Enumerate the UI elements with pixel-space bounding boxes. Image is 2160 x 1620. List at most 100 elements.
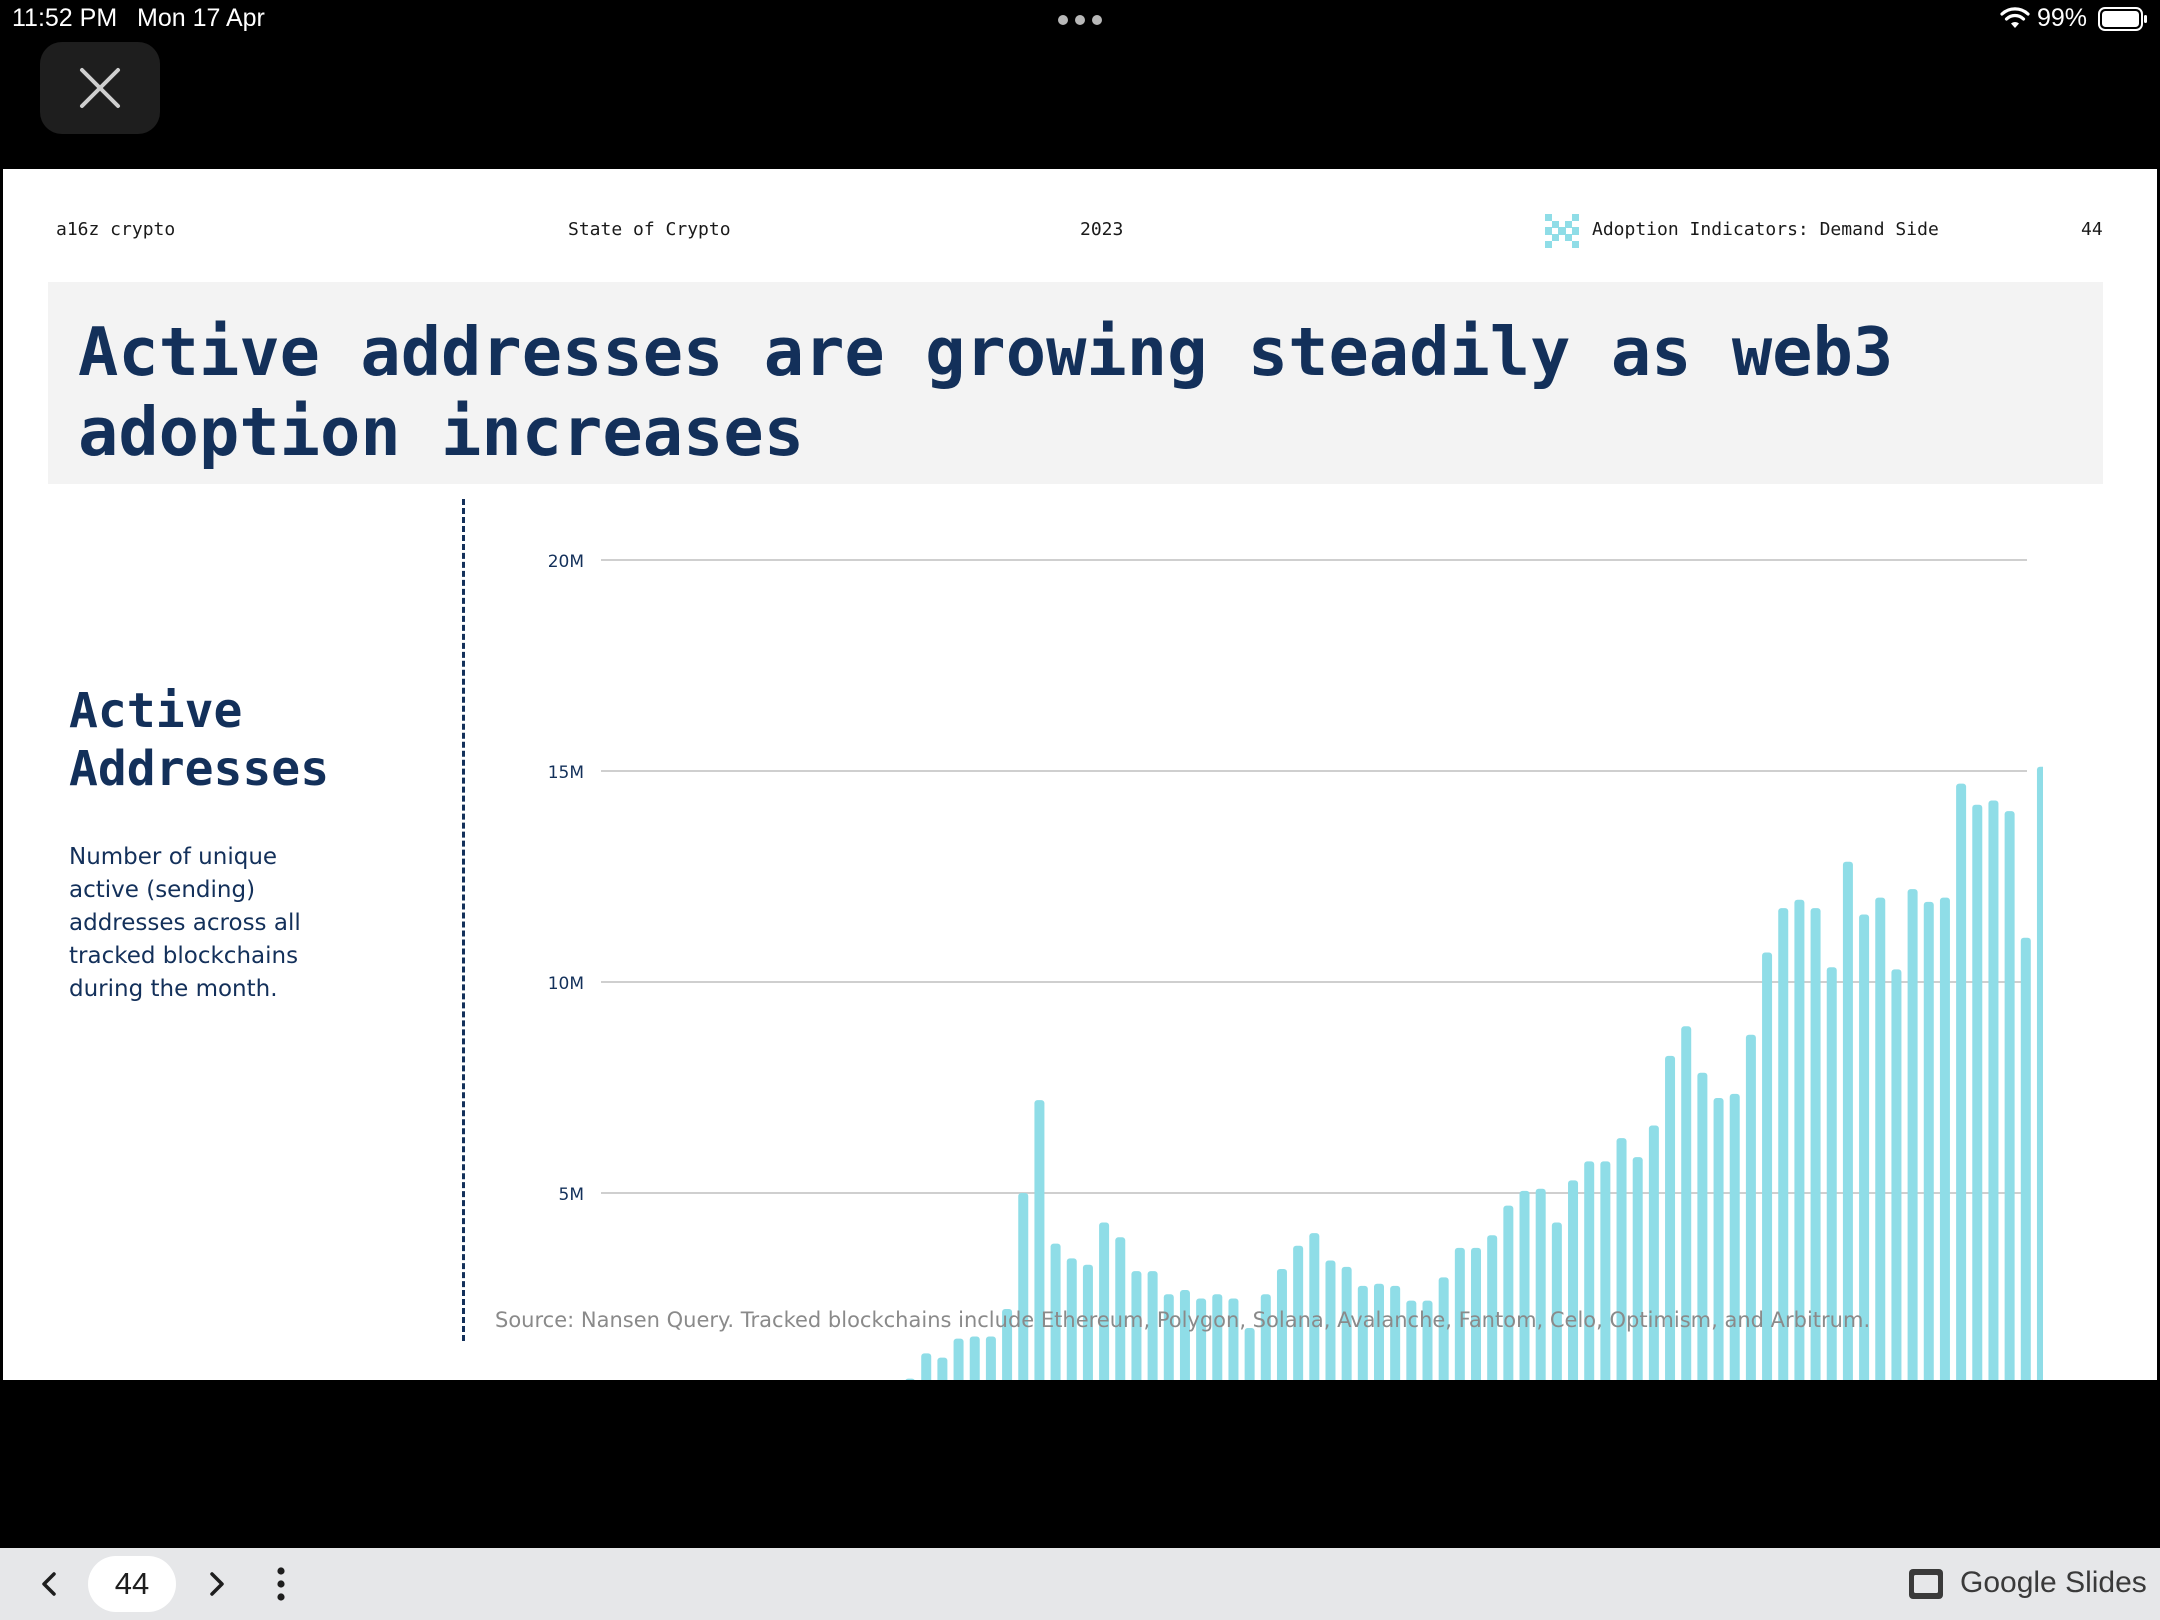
status-date: Mon 17 Apr [137,4,265,32]
previous-slide-button[interactable] [28,1562,72,1606]
bar [1373,1283,1384,1380]
bar [1535,1188,1546,1380]
a16z-logo-icon [1545,214,1579,248]
bar [1842,861,1853,1380]
bar [1939,897,1950,1380]
bar [1487,1235,1498,1380]
bar [1551,1222,1562,1380]
bar [1422,1300,1433,1380]
bar [1357,1285,1368,1380]
title-band: Active addresses are growing steadily as… [48,282,2103,484]
next-slide-button[interactable] [194,1562,238,1606]
bar [1972,804,1983,1380]
bar [2036,766,2043,1380]
bar [1002,1309,1013,1380]
bar [1454,1247,1465,1380]
bar [1050,1243,1061,1380]
side-description: Number of unique active (sending) addres… [69,844,301,1002]
battery-icon [2098,7,2147,31]
bar [1568,1180,1579,1380]
bar [969,1336,980,1380]
bar [1810,908,1821,1380]
bar [1438,1277,1449,1380]
header-section: Adoption Indicators: Demand Side [1592,219,1939,240]
bar [1196,1298,1207,1380]
bottom-toolbar: 44 Google Slides [0,1548,2160,1620]
bar [1988,800,1999,1380]
bar [2020,937,2031,1380]
bar [1859,914,1870,1380]
page-number-indicator[interactable]: 44 [88,1556,176,1612]
side-heading: Active Addresses [69,683,330,797]
app-name: Google Slides [1960,1566,2147,1599]
bar [1163,1294,1174,1380]
bar [1309,1233,1320,1380]
multitasking-dots-icon[interactable] [1058,15,1102,25]
dashed-divider [462,499,465,1341]
bar [1681,1026,1692,1380]
bar [1745,1034,1756,1380]
bar [1778,908,1789,1380]
bar [1034,1100,1045,1380]
y-tick-label: 5M [559,1185,584,1205]
bar [1293,1245,1304,1380]
bar [1471,1247,1482,1380]
close-icon [80,68,120,108]
status-time: 11:52 PM [12,4,118,32]
bar [1616,1138,1627,1380]
bar [1131,1271,1142,1380]
bar [1907,889,1918,1380]
bar [937,1357,948,1380]
y-tick-label: 20M [548,552,584,572]
bar [1923,901,1934,1380]
bar [1018,1193,1029,1380]
y-tick-label: 15M [548,763,584,783]
bar [1826,967,1837,1380]
bar [1341,1266,1352,1380]
bar [985,1336,996,1380]
bar [1875,897,1886,1380]
bar [1584,1161,1595,1380]
slide-canvas: a16z crypto State of Crypto 2023 Adoptio… [3,169,2157,1380]
bar [1406,1300,1417,1380]
bar [1179,1290,1190,1380]
bar [1212,1294,1223,1380]
bar [1956,783,1967,1380]
header-year: 2023 [1080,219,1124,240]
close-button[interactable] [40,42,160,134]
bar [1762,952,1773,1380]
bar [921,1353,932,1380]
bar [1729,1093,1740,1380]
bar [1519,1190,1530,1380]
bar [1390,1285,1401,1380]
bar [1503,1205,1514,1380]
y-tick-label: 10M [548,974,584,994]
bar [1665,1055,1676,1380]
bar [1244,1328,1255,1380]
bar [1115,1237,1126,1380]
header-report-name: State of Crypto [568,219,731,240]
bar [1713,1098,1724,1380]
bar [1891,969,1902,1380]
bar [905,1378,915,1380]
bar [1260,1294,1271,1380]
google-slides-icon [1909,1569,1943,1599]
bar [1228,1298,1239,1380]
header-page-number: 44 [2081,219,2103,240]
more-options-icon[interactable] [266,1562,296,1606]
bar [1325,1260,1336,1380]
bar [1066,1258,1077,1380]
bar [1632,1157,1643,1380]
header-brand: a16z crypto [56,219,176,240]
bar [953,1338,964,1380]
source-note: Source: Nansen Query. Tracked blockchain… [495,1308,1871,1332]
slide-title: Active addresses are growing steadily as… [78,313,1894,471]
bar [1276,1268,1287,1380]
bar [1794,899,1805,1380]
bar [2004,811,2015,1380]
bar [1147,1271,1158,1380]
bar [1099,1222,1110,1380]
wifi-icon [2000,7,2030,28]
bar [1697,1072,1708,1380]
